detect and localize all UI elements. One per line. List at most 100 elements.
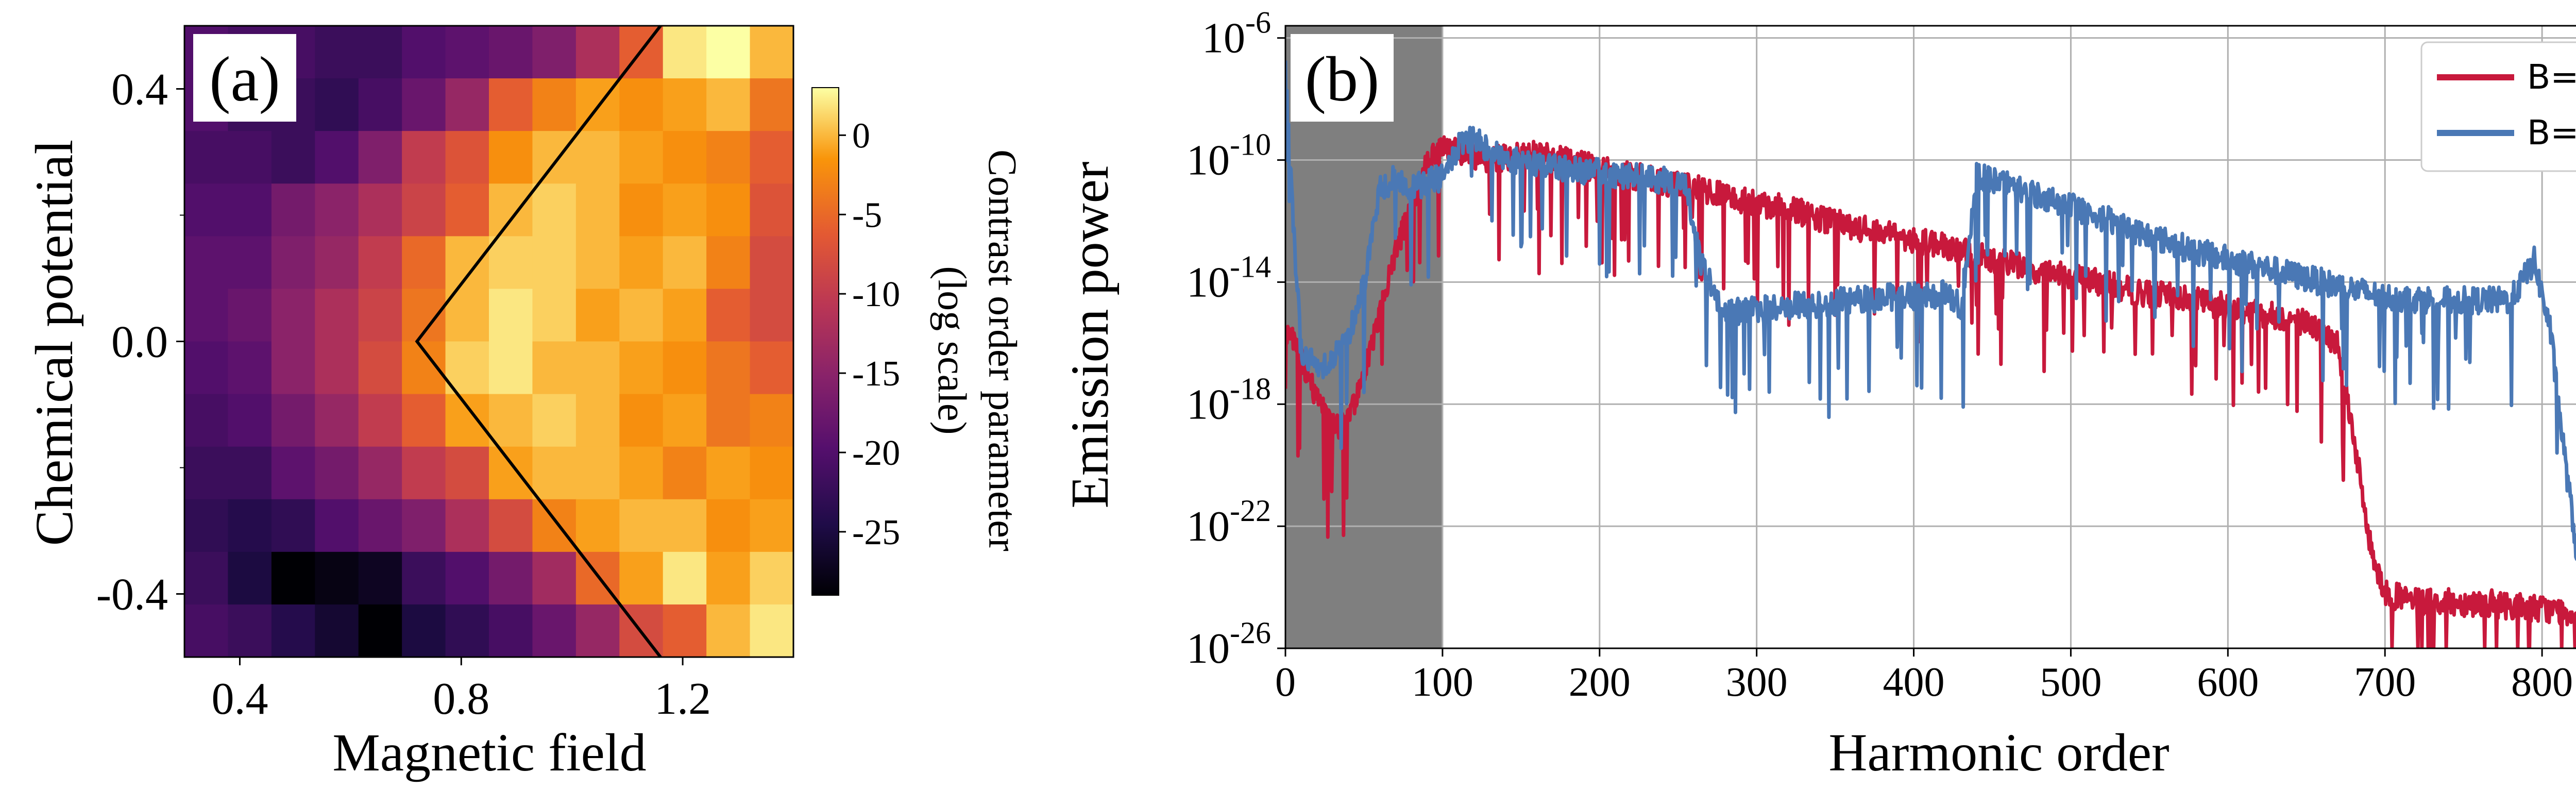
heatmap-cell (489, 78, 533, 131)
panel-a: 0.4 0.8 1.2 0.4 0.0 -0.4 (a) Magnetic field C… (25, 25, 1025, 782)
heatmap-cell (663, 78, 707, 131)
axes-a: 0.4 0.8 1.2 0.4 0.0 -0.4 (96, 65, 711, 725)
heatmap-cell (619, 131, 664, 184)
heatmap-cell (445, 236, 489, 290)
heatmap-cell (315, 551, 359, 605)
heatmap-cell (184, 183, 229, 237)
x-tick-label-b: 500 (2040, 660, 2102, 705)
y-axis-label-b: Emission power (1060, 161, 1120, 508)
heatmap-cell (663, 289, 707, 342)
heatmap-cell (489, 183, 533, 237)
y-tick-label-b: 10-10 (1187, 128, 1271, 184)
y-tick-label-b: 10-26 (1187, 616, 1271, 673)
x-tick-label-b: 0 (1275, 660, 1296, 705)
heatmap-cell (271, 604, 315, 657)
heatmap-cell (228, 551, 272, 605)
heatmap-cell (706, 78, 751, 131)
heatmap-cell (315, 341, 359, 395)
y-tick-exponent: -14 (1230, 249, 1271, 283)
heatmap-cell (315, 183, 359, 237)
y-tick-label-a: 0.4 (111, 65, 168, 115)
heatmap-cell (750, 394, 793, 447)
heatmap-cell (489, 26, 533, 79)
heatmap-cell (228, 236, 272, 290)
heatmap-cell (575, 131, 620, 184)
series-lines (1285, 60, 2576, 648)
heatmap-cell (358, 341, 402, 395)
heatmap-cell (271, 183, 315, 237)
heatmap-cell (489, 394, 533, 447)
heatmap-cell (619, 446, 664, 500)
colorbar-label-scale: (log scale) (930, 266, 975, 434)
heatmap-cell (750, 78, 793, 131)
x-tick-label-a: 0.4 (211, 674, 268, 724)
heatmap-cell (532, 289, 577, 342)
heatmap-cell (271, 551, 315, 605)
heatmap-cell (750, 341, 793, 395)
heatmap-cell (184, 131, 229, 184)
y-axis-label-a: Chemical potential (25, 140, 84, 546)
heatmap-cell (228, 446, 272, 500)
heatmap-cell (532, 131, 577, 184)
heatmap-cell (315, 604, 359, 657)
heatmap-cell (445, 499, 489, 552)
heatmap-cell (402, 78, 446, 131)
heatmap-cell (489, 499, 533, 552)
legend: B=0.3 B=1.4 (2420, 41, 2576, 172)
y-tick-exponent: -26 (1230, 616, 1271, 650)
y-tick-base: 10 (1187, 502, 1230, 550)
heatmap-cell (358, 446, 402, 500)
heatmap-cell (315, 499, 359, 552)
panel-b: 0 100 200 300 400 500 600 700 80010-610-1010-141… (1060, 6, 2576, 782)
heatmap-cell (402, 394, 446, 447)
heatmap-cell (228, 289, 272, 342)
heatmap-cell (358, 78, 402, 131)
heatmap-cell (358, 131, 402, 184)
heatmap-cell (358, 289, 402, 342)
heatmap-cell (575, 446, 620, 500)
heatmap-cell (619, 236, 664, 290)
colorbar-tick-label: -25 (852, 513, 900, 552)
x-tick-label-b: 600 (2197, 660, 2259, 705)
heatmap-cell (184, 604, 229, 657)
heatmap-cell (445, 551, 489, 605)
x-tick-label-b: 400 (1883, 660, 1945, 705)
series-line-b-1-4 (1285, 60, 2576, 561)
heatmap-cell (271, 236, 315, 290)
heatmap-cell (402, 446, 446, 500)
heatmap-cell (663, 183, 707, 237)
heatmap-cell (228, 394, 272, 447)
heatmap-cell (315, 289, 359, 342)
heatmap-cell (358, 236, 402, 290)
y-tick-exponent: -10 (1230, 128, 1271, 162)
heatmap-cell (663, 446, 707, 500)
heatmap-cell (358, 604, 402, 657)
heatmap-cell (315, 26, 359, 79)
panel-label-b: (b) (1305, 44, 1380, 114)
heatmap-cell (619, 289, 664, 342)
x-tick-label-b: 100 (1412, 660, 1473, 705)
heatmap-cell (663, 604, 707, 657)
heatmap-cell (750, 289, 793, 342)
colorbar-tick-label: -15 (852, 354, 900, 394)
heatmap-cell (619, 341, 664, 395)
heatmap-cell (706, 341, 751, 395)
y-tick-label-a: 0.0 (111, 317, 168, 367)
colorbar (811, 87, 839, 596)
heatmap-cell (271, 341, 315, 395)
y-tick-exponent: -18 (1230, 372, 1271, 406)
heatmap-cell (271, 394, 315, 447)
heatmap-cell (575, 183, 620, 237)
heatmap-cell (532, 551, 577, 605)
panel-label-bg-a (193, 34, 296, 122)
heatmap-cell (228, 499, 272, 552)
heatmap-cell (315, 131, 359, 184)
legend-label-b03: B=0.3 (2527, 57, 2576, 97)
heatmap-cell (575, 341, 620, 395)
heatmap-cell (532, 446, 577, 500)
heatmap-cell (184, 499, 229, 552)
heatmap-cell (358, 499, 402, 552)
heatmap-cell (663, 236, 707, 290)
colorbar-tick-label: -10 (852, 275, 900, 314)
